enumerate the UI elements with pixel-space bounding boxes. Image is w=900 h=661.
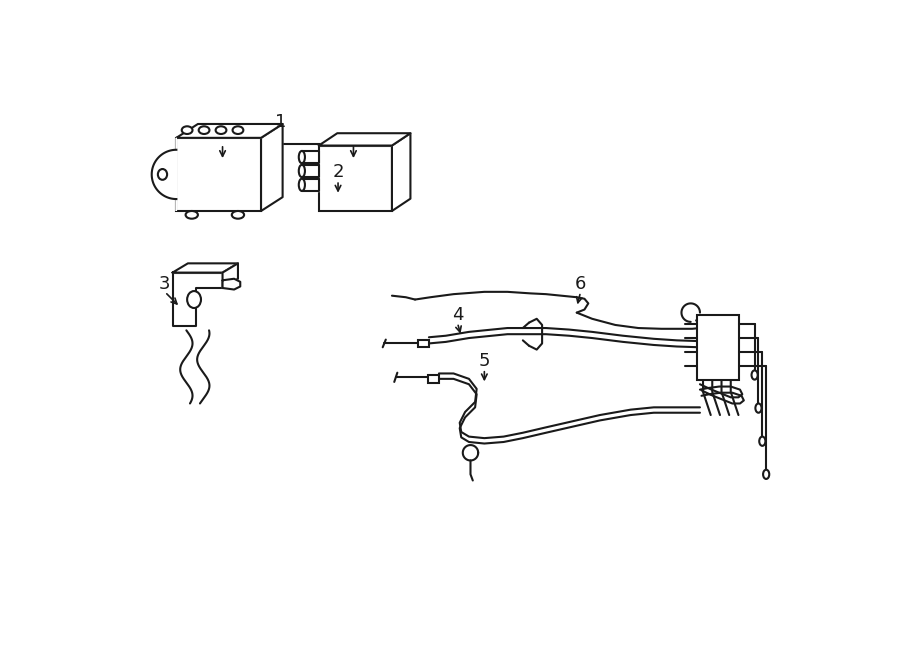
Ellipse shape: [755, 403, 761, 412]
Ellipse shape: [299, 178, 305, 191]
Text: 1: 1: [274, 114, 286, 132]
Ellipse shape: [187, 291, 201, 308]
Text: 5: 5: [479, 352, 490, 370]
Text: 3: 3: [159, 275, 171, 293]
Ellipse shape: [182, 126, 193, 134]
Polygon shape: [222, 279, 240, 290]
Polygon shape: [302, 178, 319, 191]
Ellipse shape: [299, 165, 305, 177]
Polygon shape: [152, 138, 176, 211]
Ellipse shape: [299, 151, 305, 163]
Polygon shape: [173, 272, 222, 327]
Ellipse shape: [216, 126, 227, 134]
Ellipse shape: [752, 370, 758, 379]
Ellipse shape: [185, 211, 198, 219]
Bar: [697, 315, 739, 380]
Polygon shape: [261, 124, 283, 211]
Bar: [176, 138, 261, 211]
Polygon shape: [319, 134, 410, 145]
Polygon shape: [302, 165, 319, 177]
Text: 2: 2: [332, 163, 344, 182]
Bar: [319, 145, 392, 211]
Bar: [418, 340, 429, 347]
Ellipse shape: [763, 470, 769, 479]
Text: 4: 4: [452, 306, 464, 324]
Polygon shape: [176, 124, 283, 138]
Bar: [428, 375, 439, 383]
Ellipse shape: [760, 437, 765, 446]
Ellipse shape: [199, 126, 210, 134]
Polygon shape: [173, 263, 238, 272]
Polygon shape: [392, 134, 410, 211]
Polygon shape: [222, 263, 238, 288]
Ellipse shape: [232, 126, 243, 134]
Text: 6: 6: [575, 275, 586, 293]
Ellipse shape: [158, 169, 167, 180]
Ellipse shape: [232, 211, 244, 219]
Polygon shape: [302, 151, 319, 163]
